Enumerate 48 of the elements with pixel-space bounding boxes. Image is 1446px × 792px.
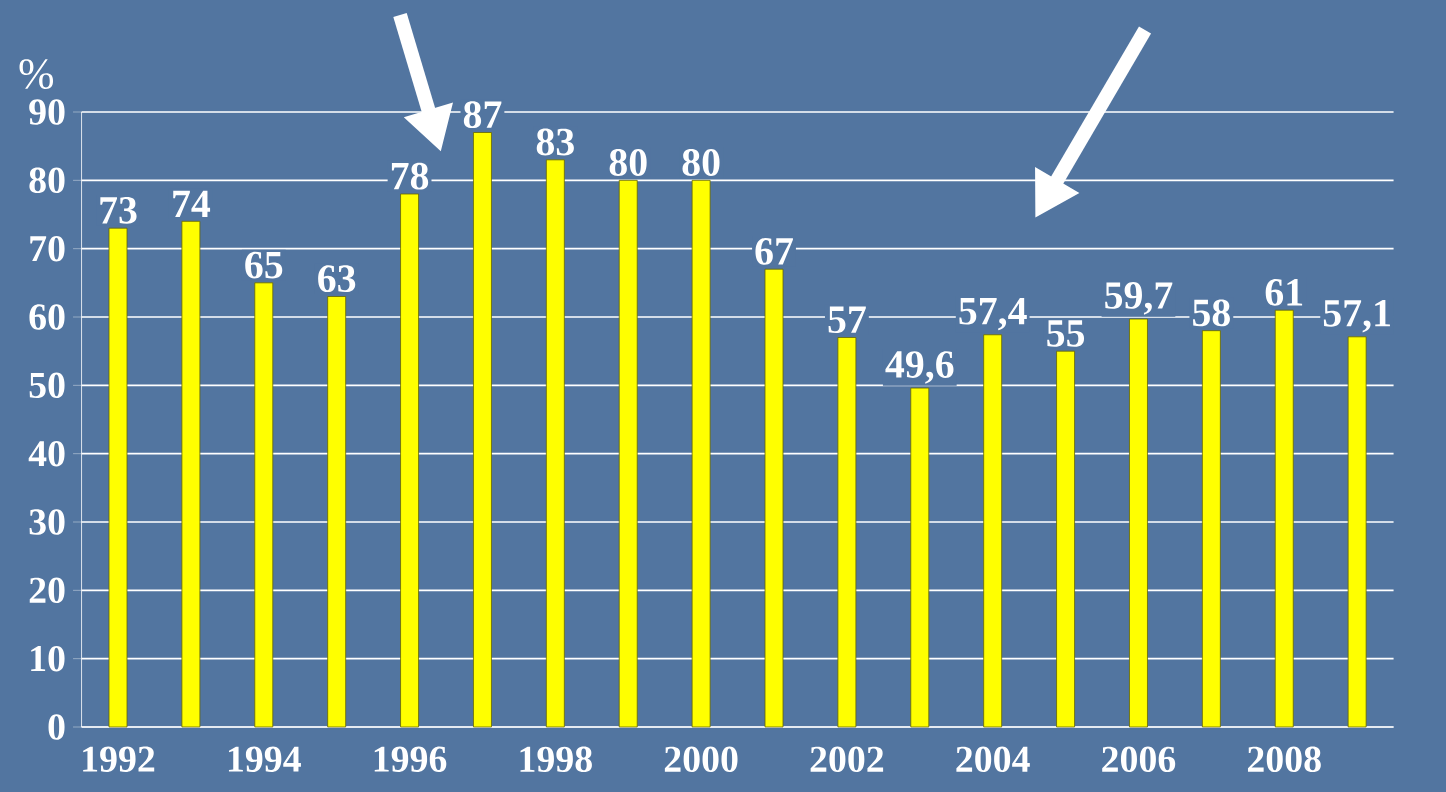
bar — [1201, 330, 1221, 728]
data-label: 57,4 — [959, 297, 1027, 331]
bar — [473, 132, 492, 728]
y-tick-label: 20 — [29, 577, 65, 604]
data-label: 74 — [173, 190, 211, 217]
x-tick-label: 1996 — [374, 746, 447, 772]
data-label: 80 — [682, 149, 720, 176]
bar — [1347, 336, 1367, 728]
x-tick-label: 1994 — [228, 746, 301, 772]
data-label: 65 — [245, 251, 283, 279]
bar — [254, 282, 274, 728]
bar — [983, 334, 1003, 728]
data-label: 80 — [609, 149, 647, 176]
y-tick-label: 40 — [28, 440, 65, 467]
data-label: 83 — [536, 128, 574, 156]
data-label: 61 — [1265, 279, 1303, 306]
data-label: 67 — [755, 238, 793, 265]
bar — [400, 193, 419, 728]
data-label: 55 — [1047, 320, 1085, 347]
data-label: 57,1 — [1323, 299, 1390, 333]
data-label: 73 — [100, 197, 137, 224]
y-tick-label: 80 — [29, 167, 65, 194]
data-label: 58 — [1193, 299, 1230, 327]
bar — [764, 268, 784, 728]
x-tick-label: 2004 — [956, 746, 1030, 773]
y-tick-label: 10 — [31, 645, 65, 672]
data-label: 78 — [391, 162, 429, 190]
y-tick-label: 0 — [48, 714, 65, 740]
data-label: 49,6 — [885, 351, 954, 384]
bar — [910, 387, 930, 728]
y-tick-label: 60 — [29, 304, 65, 330]
y-tick-label: 90 — [29, 99, 65, 125]
y-axis-title: % — [19, 59, 54, 89]
y-tick-label: 70 — [30, 235, 65, 262]
data-label: 59,7 — [1105, 282, 1173, 315]
x-tick-label: 1998 — [520, 746, 592, 773]
x-tick-label: 2002 — [810, 746, 884, 773]
bar — [837, 337, 857, 728]
bar — [1129, 318, 1148, 728]
x-tick-label: 2006 — [1102, 746, 1176, 773]
y-tick-label: 50 — [29, 372, 65, 399]
x-tick-label: 1992 — [83, 746, 155, 772]
x-tick-label: 2000 — [664, 746, 738, 773]
data-label: 87 — [463, 101, 502, 129]
data-label: 63 — [318, 265, 356, 293]
y-tick-label: 30 — [29, 509, 65, 535]
x-tick-label: 2008 — [1247, 746, 1321, 773]
data-label: 57 — [828, 306, 866, 334]
